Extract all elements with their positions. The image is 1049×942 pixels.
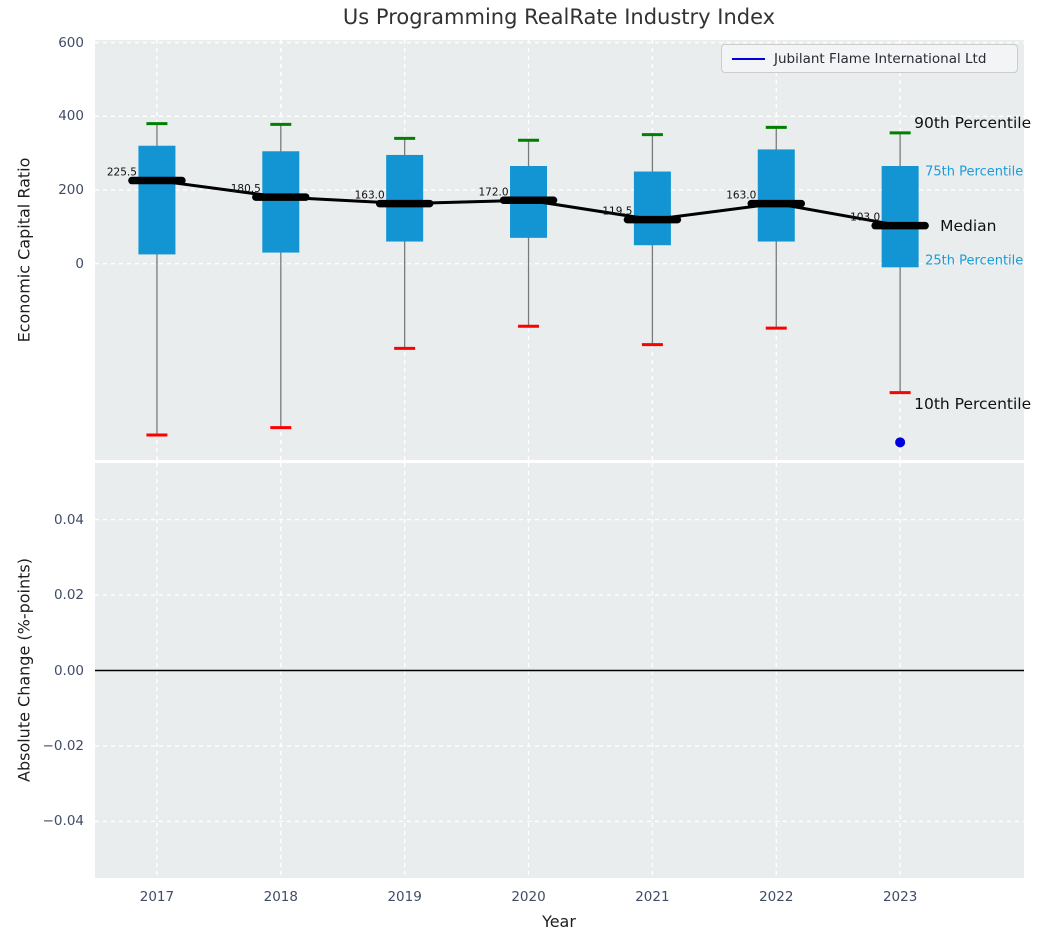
- annotation-90th-percentile: 90th Percentile: [914, 113, 1032, 132]
- xtick-year: 2022: [759, 889, 794, 905]
- legend-line-icon: [732, 57, 765, 60]
- annotation-25th-percentile: 25th Percentile: [925, 253, 1024, 269]
- ytick-top: 600: [58, 34, 84, 51]
- median-value-label: 225.5: [107, 167, 137, 179]
- x-axis-label: Year: [542, 912, 576, 931]
- top-plot-area: 225.5 180.5 163.0 172.0 119.5 163.0 103.0: [95, 40, 1024, 460]
- boxplot-2019: [386, 136, 424, 350]
- median-value-label: 119.5: [602, 206, 632, 218]
- boxplot-2022: [757, 125, 795, 330]
- median-value-label: 180.5: [231, 183, 261, 195]
- boxplot-2023: [881, 131, 919, 395]
- boxplot-2018: [262, 122, 300, 430]
- ytick-top: 0: [75, 255, 84, 272]
- ytick-top: 400: [58, 108, 84, 125]
- annotation-median: Median: [940, 216, 997, 235]
- boxplot-2017: [138, 122, 176, 437]
- xtick-year: 2020: [511, 889, 546, 905]
- xtick-year: 2023: [882, 889, 918, 905]
- company-data-point: [895, 437, 906, 448]
- iqr-box: [757, 149, 795, 242]
- ytick-bottom: 0.02: [53, 587, 84, 604]
- legend: Jubilant Flame International Ltd: [721, 44, 1018, 73]
- plot-canvas: [95, 463, 1024, 878]
- ytick-bottom: −0.04: [42, 813, 84, 830]
- plot-canvas: 225.5 180.5 163.0 172.0 119.5 163.0 103.0: [95, 40, 1024, 460]
- median-value-label: 163.0: [355, 190, 385, 202]
- xtick-year: 2017: [139, 889, 175, 905]
- iqr-box: [633, 171, 671, 246]
- bottom-plot-area: [95, 463, 1024, 878]
- median-value-label: 172.0: [478, 186, 508, 198]
- legend-label: Jubilant Flame International Ltd: [774, 50, 987, 67]
- ytick-bottom: 0.00: [53, 662, 84, 679]
- xtick-year: 2021: [635, 889, 670, 905]
- iqr-box: [138, 145, 176, 255]
- ytick-top: 200: [58, 181, 84, 198]
- xtick-year: 2018: [263, 889, 298, 905]
- ytick-bottom: 0.04: [53, 511, 84, 528]
- xtick-year: 2019: [387, 889, 422, 905]
- boxplot-2021: [633, 133, 671, 347]
- annotation-75th-percentile: 75th Percentile: [925, 164, 1024, 180]
- annotation-10th-percentile: 10th Percentile: [914, 394, 1032, 413]
- boxplot-2020: [510, 138, 548, 328]
- median-value-label: 163.0: [726, 190, 756, 202]
- iqr-box: [262, 151, 300, 253]
- ytick-bottom: −0.02: [42, 737, 84, 754]
- median-value-label: 103.0: [850, 212, 880, 224]
- chart-title: Us Programming RealRate Industry Index: [342, 5, 776, 29]
- iqr-box: [386, 154, 424, 242]
- iqr-box: [881, 166, 919, 268]
